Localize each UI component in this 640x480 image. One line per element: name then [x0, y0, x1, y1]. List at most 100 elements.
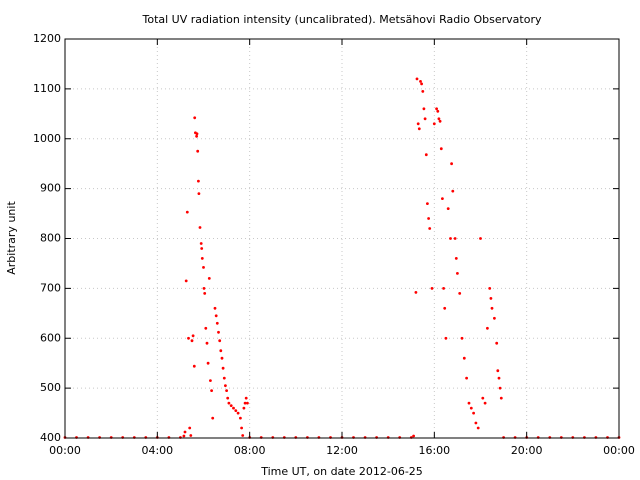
- data-point: [423, 117, 427, 121]
- data-point: [239, 416, 242, 420]
- x-tick-label: 12:00: [326, 444, 358, 457]
- data-point: [232, 406, 235, 410]
- y-tick-label: 800: [40, 232, 61, 245]
- data-point: [421, 90, 425, 93]
- data-point: [189, 434, 193, 437]
- y-axis-label: Arbitrary unit: [5, 201, 18, 275]
- chart-title: Total UV radiation intensity (uncalibrat…: [142, 13, 542, 26]
- data-point: [465, 376, 468, 380]
- data-point: [196, 149, 200, 153]
- x-tick-label: 00:00: [49, 444, 81, 457]
- data-point: [456, 272, 459, 275]
- data-point: [412, 434, 415, 438]
- x-tick-labels: 00:00 04:00 08:00 12:00 16:00 20:00 00:00: [49, 444, 635, 457]
- data-point: [218, 339, 222, 343]
- data-point: [462, 356, 466, 360]
- data-point: [495, 341, 499, 345]
- data-point: [454, 257, 458, 260]
- data-point: [443, 306, 447, 310]
- data-point: [185, 210, 189, 214]
- data-point: [469, 406, 473, 410]
- y-tick-label: 1100: [33, 82, 61, 95]
- data-point: [229, 404, 233, 407]
- data-point: [204, 326, 208, 330]
- data-point: [498, 386, 502, 390]
- y-tick-label: 1200: [33, 32, 61, 45]
- data-point: [460, 336, 464, 340]
- y-tick-label: 900: [40, 182, 61, 195]
- data-point: [183, 430, 187, 434]
- data-point: [417, 127, 421, 131]
- data-point: [193, 116, 197, 120]
- y-tick-label: 400: [40, 431, 61, 444]
- data-point: [442, 287, 445, 290]
- data-point: [416, 122, 420, 126]
- data-point: [424, 153, 428, 157]
- data-point: [225, 389, 229, 392]
- data-point: [202, 287, 206, 290]
- data-point: [213, 306, 217, 310]
- data-point: [497, 376, 501, 380]
- data-point: [198, 226, 202, 229]
- data-point: [188, 426, 192, 430]
- data-point: [450, 162, 453, 166]
- data-point: [219, 349, 223, 353]
- data-point: [206, 361, 210, 365]
- data-point: [438, 119, 442, 123]
- data-point: [430, 287, 434, 290]
- data-point: [493, 316, 496, 320]
- data-point: [200, 257, 204, 260]
- data-point: [207, 277, 211, 280]
- data-point: [221, 366, 225, 370]
- data-point: [437, 117, 441, 121]
- x-tick-label: 08:00: [234, 444, 266, 457]
- data-point: [192, 364, 196, 368]
- data-point: [246, 401, 249, 405]
- data-point: [243, 401, 247, 405]
- data-point: [222, 376, 226, 380]
- data-point: [441, 197, 444, 201]
- y-tick-label: 500: [40, 381, 61, 394]
- y-tick-labels: 400 500 600 700 800 900 1000 1100 1200: [33, 32, 61, 444]
- data-point: [195, 132, 199, 136]
- x-tick-label: 16:00: [418, 444, 450, 457]
- data-point: [476, 426, 480, 430]
- data-point: [414, 291, 418, 294]
- data-point: [202, 266, 205, 269]
- data-point: [439, 147, 443, 151]
- data-point: [187, 336, 190, 340]
- x-axis-label: Time UT, on date 2012-06-25: [260, 465, 423, 478]
- data-point: [415, 77, 419, 81]
- data-point: [199, 242, 203, 245]
- data-point: [241, 434, 245, 437]
- y-tick-label: 1000: [33, 132, 61, 145]
- data-point: [490, 306, 494, 310]
- data-point: [436, 109, 440, 113]
- data-point: [458, 292, 462, 295]
- data-point: [209, 379, 212, 382]
- axis-ticks: [64, 38, 620, 439]
- data-point: [182, 434, 186, 438]
- data-point: [214, 314, 218, 318]
- grid-lines: [65, 39, 619, 438]
- data-point: [226, 396, 230, 400]
- data-point: [236, 411, 240, 415]
- data-point: [197, 179, 200, 183]
- data-point: [483, 401, 487, 405]
- data-point: [446, 207, 450, 211]
- data-point: [197, 192, 201, 196]
- y-tick-label: 600: [40, 331, 61, 344]
- data-point: [489, 297, 493, 300]
- data-point: [211, 416, 215, 420]
- data-point: [220, 356, 224, 360]
- data-point: [444, 336, 448, 340]
- data-point: [242, 406, 246, 410]
- x-tick-label: 20:00: [511, 444, 543, 457]
- data-point: [234, 409, 238, 412]
- data-point: [244, 396, 248, 400]
- data-point: [451, 189, 455, 193]
- data-point: [467, 401, 471, 405]
- data-point: [427, 217, 430, 220]
- data-point: [419, 80, 422, 83]
- data-point: [499, 396, 503, 400]
